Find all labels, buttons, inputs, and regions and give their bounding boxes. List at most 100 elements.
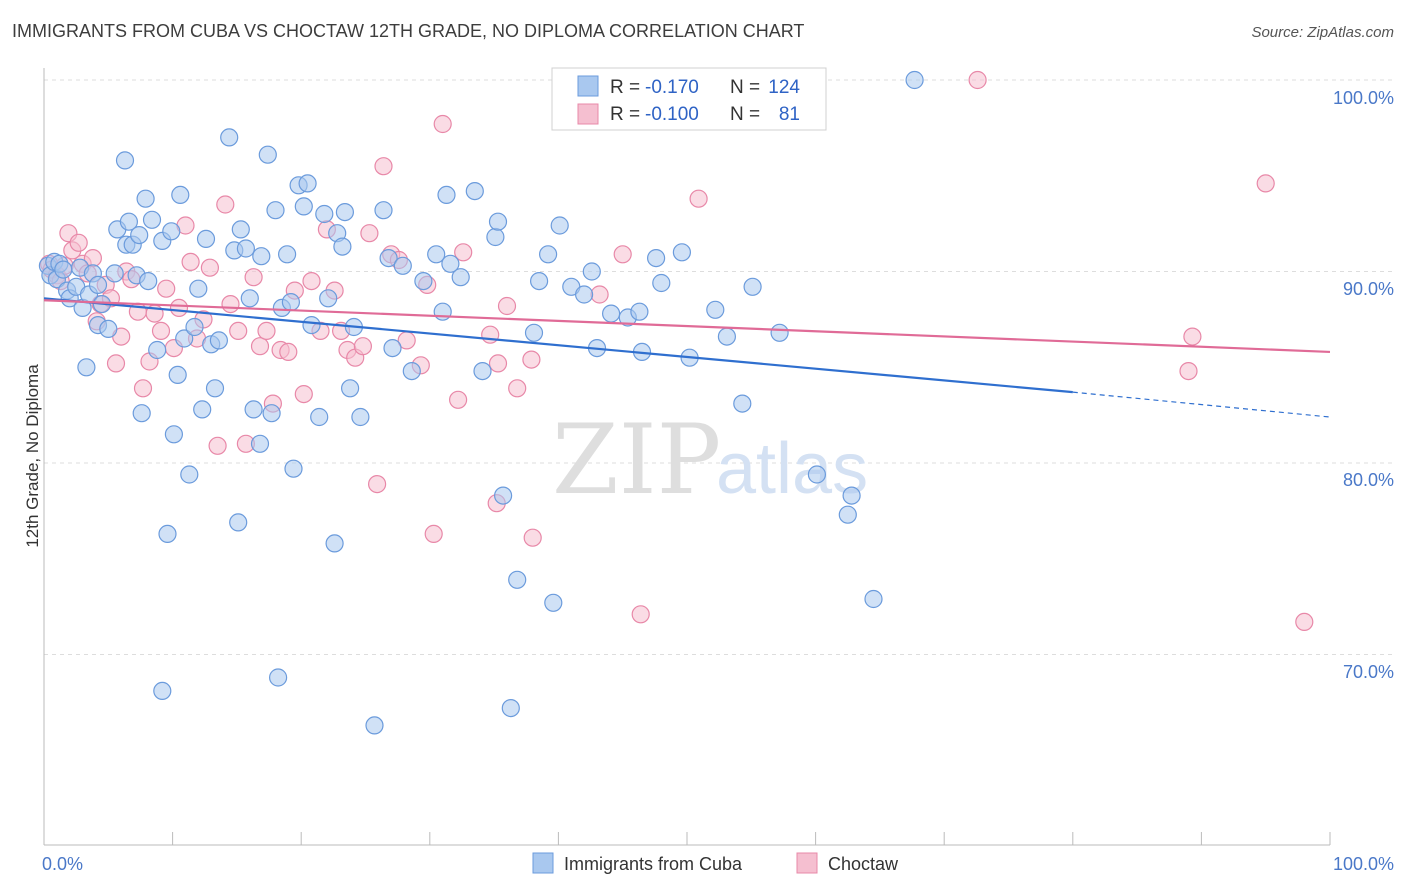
cuba-point: [130, 226, 149, 245]
cuba-point: [294, 197, 313, 216]
cuba-point: [733, 394, 752, 413]
cuba-point: [136, 189, 155, 208]
cuba-point: [132, 404, 151, 423]
cuba-point: [550, 216, 569, 235]
cuba-point: [333, 237, 352, 256]
cuba-point: [77, 358, 96, 377]
cuba-point: [905, 70, 924, 90]
cuba-point: [185, 317, 204, 337]
legend-swatch-cuba: [532, 852, 554, 874]
y-tick-label: 70.0%: [1343, 662, 1394, 682]
choctaw-point: [157, 279, 176, 298]
choctaw-point: [169, 298, 189, 317]
cuba-point: [582, 262, 601, 281]
y-tick-label: 80.0%: [1343, 470, 1394, 490]
stats-r-value: -0.100: [645, 104, 699, 125]
y-tick-labels: 100.0% 90.0% 80.0% 70.0%: [1333, 88, 1394, 682]
choctaw-point: [250, 337, 270, 356]
cuba-point: [262, 404, 281, 423]
choctaw-point: [488, 354, 508, 373]
choctaw-point: [424, 524, 443, 544]
legend: Immigrants from Cuba Choctaw: [532, 852, 899, 874]
cuba-point: [717, 327, 737, 346]
cuba-point: [842, 486, 861, 505]
trend-line-cuba: [43, 297, 1073, 394]
choctaw-point: [208, 436, 227, 455]
cuba-point: [250, 434, 270, 453]
cuba-point: [220, 128, 239, 147]
cuba-point: [379, 249, 398, 268]
y-tick-label: 90.0%: [1343, 279, 1394, 299]
cuba-point: [770, 323, 789, 342]
cuba-point: [189, 279, 208, 298]
stats-n-value: 81: [779, 104, 800, 125]
cuba-point: [486, 227, 505, 247]
cuba-point: [258, 145, 277, 164]
cuba-point: [351, 407, 370, 427]
cuba-point: [538, 245, 558, 264]
stats-n-label: N =: [730, 104, 760, 125]
trend-line-choctaw: [43, 299, 1331, 354]
choctaw-point: [200, 258, 219, 277]
cuba-point: [231, 220, 250, 239]
cuba-point: [148, 340, 167, 360]
stats-n-value: 124: [768, 77, 800, 98]
choctaw-point: [968, 70, 987, 90]
cuba-point: [473, 362, 492, 381]
cuba-point: [652, 273, 671, 293]
choctaw-point: [216, 195, 235, 214]
cuba-point: [142, 210, 162, 229]
cuba-point: [162, 222, 181, 241]
choctaw-point: [590, 285, 609, 304]
stats-r-value: -0.170: [645, 77, 699, 98]
choctaw-point: [133, 379, 153, 398]
choctaw-point: [497, 296, 517, 316]
cuba-point: [88, 275, 108, 294]
cuba-point: [209, 331, 228, 350]
choctaw-point: [1179, 362, 1198, 381]
cuba-point: [284, 459, 303, 478]
cuba-point: [196, 229, 216, 248]
cuba-point: [529, 272, 549, 291]
cuba-point: [501, 698, 520, 718]
cuba-point: [115, 151, 135, 170]
y-axis-title: 12th Grade, No Diploma: [23, 364, 42, 548]
cuba-point: [544, 593, 563, 612]
legend-label-choctaw: Choctaw: [828, 854, 899, 874]
cuba-point: [646, 249, 666, 268]
x-tick-label-max: 100.0%: [1333, 854, 1394, 874]
cuba-point: [414, 272, 433, 291]
cuba-point: [278, 245, 297, 264]
cuba-point: [488, 212, 508, 231]
cuba-point: [441, 254, 460, 273]
cuba-point: [266, 201, 285, 220]
series-choctaw-points: [39, 70, 1314, 632]
cuba-point: [864, 589, 883, 609]
choctaw-point: [523, 528, 542, 547]
x-axis-ticks: [43, 832, 1331, 845]
cuba-point: [171, 185, 190, 204]
cuba-point: [402, 362, 421, 381]
cuba-point: [168, 365, 187, 384]
legend-swatch-choctaw: [796, 852, 818, 874]
choctaw-point: [257, 321, 276, 340]
cuba-point: [315, 204, 334, 224]
trend-line-cuba-extrapolated: [1072, 391, 1331, 418]
choctaw-point: [433, 114, 452, 134]
cuba-point: [374, 201, 393, 220]
cuba-point: [153, 681, 172, 701]
cuba-point: [601, 304, 621, 323]
choctaw-point: [221, 295, 240, 314]
choctaw-point: [1295, 612, 1314, 632]
cuba-point: [310, 407, 329, 427]
cuba-point: [325, 534, 344, 553]
choctaw-point: [368, 475, 387, 494]
choctaw-point: [522, 350, 541, 369]
choctaw-point: [1183, 327, 1202, 346]
cuba-point: [494, 486, 513, 505]
x-tick-label-min: 0.0%: [42, 854, 83, 874]
cuba-point: [281, 293, 300, 312]
cuba-point: [706, 300, 725, 319]
cuba-point: [807, 465, 827, 484]
cuba-point: [524, 323, 544, 342]
